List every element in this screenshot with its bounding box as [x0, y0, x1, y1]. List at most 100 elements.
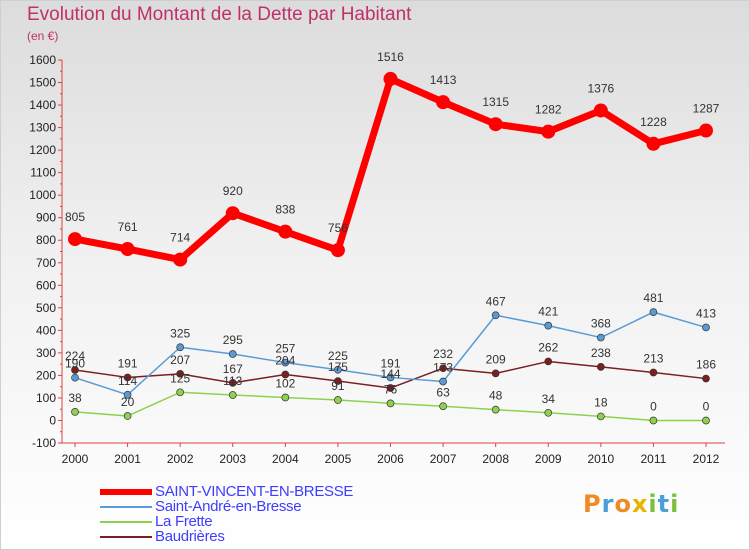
- legend-label-saint-vincent: SAINT-VINCENT-EN-BRESSE: [155, 483, 354, 500]
- data-point-la-frette: [544, 408, 553, 417]
- y-tick-label: 1300: [29, 121, 56, 135]
- data-point-saint-vincent-en-bresse: [699, 123, 713, 138]
- data-label-baudri-res: 238: [591, 346, 611, 360]
- x-tick-label: 2000: [62, 452, 89, 466]
- y-tick-label: 100: [36, 391, 56, 405]
- x-tick-label: 2012: [693, 452, 720, 466]
- x-tick-label: 2008: [482, 452, 509, 466]
- data-point-saint-andr-en-bresse: [176, 343, 185, 352]
- y-tick-label: 400: [36, 323, 56, 337]
- data-point-la-frette: [334, 396, 342, 404]
- legend-label-saint-andre: Saint-André-en-Bresse: [155, 498, 302, 515]
- data-point-baudri-res: [123, 373, 132, 382]
- x-tick-label: 2009: [535, 452, 562, 466]
- data-label-la-frette: 125: [170, 371, 190, 385]
- data-label-saint-vincent-en-bresse: 761: [118, 220, 138, 234]
- x-tick-label: 2002: [167, 452, 194, 466]
- data-label-saint-andr-en-bresse: 481: [643, 291, 663, 305]
- data-label-saint-andr-en-bresse: 421: [538, 305, 558, 319]
- data-label-saint-andr-en-bresse: 225: [328, 349, 348, 363]
- data-label-la-frette: 18: [594, 395, 608, 409]
- legend-swatch-la-frette: [100, 521, 152, 523]
- data-point-saint-andr-en-bresse: [544, 321, 553, 330]
- y-tick-label: 700: [36, 256, 56, 270]
- data-point-la-frette: [386, 399, 395, 408]
- x-tick-label: 2010: [587, 452, 614, 466]
- y-tick-label: 900: [36, 211, 56, 225]
- legend-swatch-saint-vincent: [100, 489, 152, 495]
- data-label-saint-andr-en-bresse: 368: [591, 317, 611, 331]
- data-point-la-frette: [228, 391, 237, 399]
- data-point-saint-vincent-en-bresse: [120, 242, 135, 257]
- data-label-saint-andr-en-bresse: 295: [223, 333, 243, 347]
- x-tick-label: 2003: [219, 452, 246, 466]
- legend-swatch-saint-andre: [100, 506, 152, 508]
- legend-swatch-baudrieres: [100, 536, 152, 538]
- data-point-baudri-res: [702, 374, 710, 383]
- data-label-saint-vincent-en-bresse: 1376: [587, 81, 614, 95]
- data-label-baudri-res: 232: [433, 347, 453, 361]
- x-tick-label: 2001: [114, 452, 141, 466]
- data-point-saint-vincent-en-bresse: [541, 124, 556, 139]
- data-label-saint-vincent-en-bresse: 920: [223, 184, 243, 198]
- x-tick-label: 2005: [325, 452, 352, 466]
- data-point-baudri-res: [176, 369, 185, 378]
- data-label-saint-vincent-en-bresse: 756: [328, 221, 348, 235]
- data-point-la-frette: [71, 408, 79, 416]
- data-point-baudri-res: [596, 363, 605, 371]
- data-point-la-frette: [649, 416, 658, 425]
- y-tick-label: 0: [49, 413, 56, 427]
- data-label-saint-vincent-en-bresse: 1516: [377, 50, 404, 64]
- data-point-saint-andr-en-bresse: [228, 350, 237, 358]
- data-point-saint-andr-en-bresse: [386, 373, 395, 382]
- data-point-baudri-res: [228, 378, 237, 387]
- data-point-baudri-res: [334, 377, 342, 385]
- data-label-saint-andr-en-bresse: 114: [118, 374, 137, 388]
- data-point-baudri-res: [544, 357, 553, 366]
- data-point-baudri-res: [386, 384, 395, 392]
- data-label-saint-andr-en-bresse: 190: [65, 357, 85, 371]
- data-label-la-frette: 34: [542, 392, 556, 406]
- y-tick-label: 500: [36, 301, 56, 315]
- data-point-baudri-res: [439, 364, 447, 373]
- legend-label-la-frette: La Frette: [155, 513, 213, 530]
- data-label-la-frette: 113: [223, 374, 242, 388]
- data-label-saint-vincent-en-bresse: 1287: [693, 102, 720, 116]
- data-point-saint-andr-en-bresse: [71, 373, 79, 382]
- data-label-baudri-res: 207: [170, 353, 190, 367]
- data-point-saint-andr-en-bresse: [334, 365, 342, 374]
- data-label-baudri-res: 224: [65, 349, 85, 363]
- y-tick-label: 600: [36, 278, 56, 292]
- y-tick-label: 1500: [29, 76, 56, 90]
- data-point-saint-andr-en-bresse: [649, 308, 658, 316]
- data-label-baudri-res: 213: [643, 351, 663, 365]
- data-point-la-frette: [281, 393, 290, 402]
- data-label-saint-vincent-en-bresse: 838: [275, 203, 295, 217]
- data-label-la-frette: 38: [68, 391, 82, 405]
- data-label-saint-andr-en-bresse: 173: [433, 360, 453, 374]
- data-label-saint-andr-en-bresse: 325: [170, 326, 190, 340]
- data-label-saint-andr-en-bresse: 467: [486, 294, 506, 308]
- y-tick-label: 1600: [29, 53, 56, 67]
- proxiti-logo: Proxiti: [583, 490, 680, 518]
- data-label-la-frette: 0: [703, 399, 710, 413]
- y-tick-label: 1000: [29, 188, 56, 202]
- x-tick-label: 2007: [430, 452, 457, 466]
- data-point-saint-andr-en-bresse: [702, 323, 710, 332]
- data-label-la-frette: 63: [436, 385, 450, 399]
- data-point-la-frette: [176, 388, 185, 397]
- data-point-saint-vincent-en-bresse: [278, 224, 293, 239]
- data-point-saint-andr-en-bresse: [281, 358, 290, 367]
- x-tick-label: 2004: [272, 452, 299, 466]
- data-label-la-frette: 76: [384, 382, 398, 396]
- data-point-saint-vincent-en-bresse: [593, 103, 608, 118]
- data-point-baudri-res: [649, 368, 658, 377]
- x-tick-label: 2011: [641, 452, 667, 466]
- data-point-la-frette: [702, 416, 710, 425]
- data-point-saint-vincent-en-bresse: [488, 117, 503, 132]
- data-point-saint-vincent-en-bresse: [383, 71, 398, 86]
- chart-title: Evolution du Montant de la Dette par Hab…: [27, 4, 412, 25]
- data-point-saint-andr-en-bresse: [439, 377, 447, 386]
- data-label-baudri-res: 144: [380, 367, 400, 381]
